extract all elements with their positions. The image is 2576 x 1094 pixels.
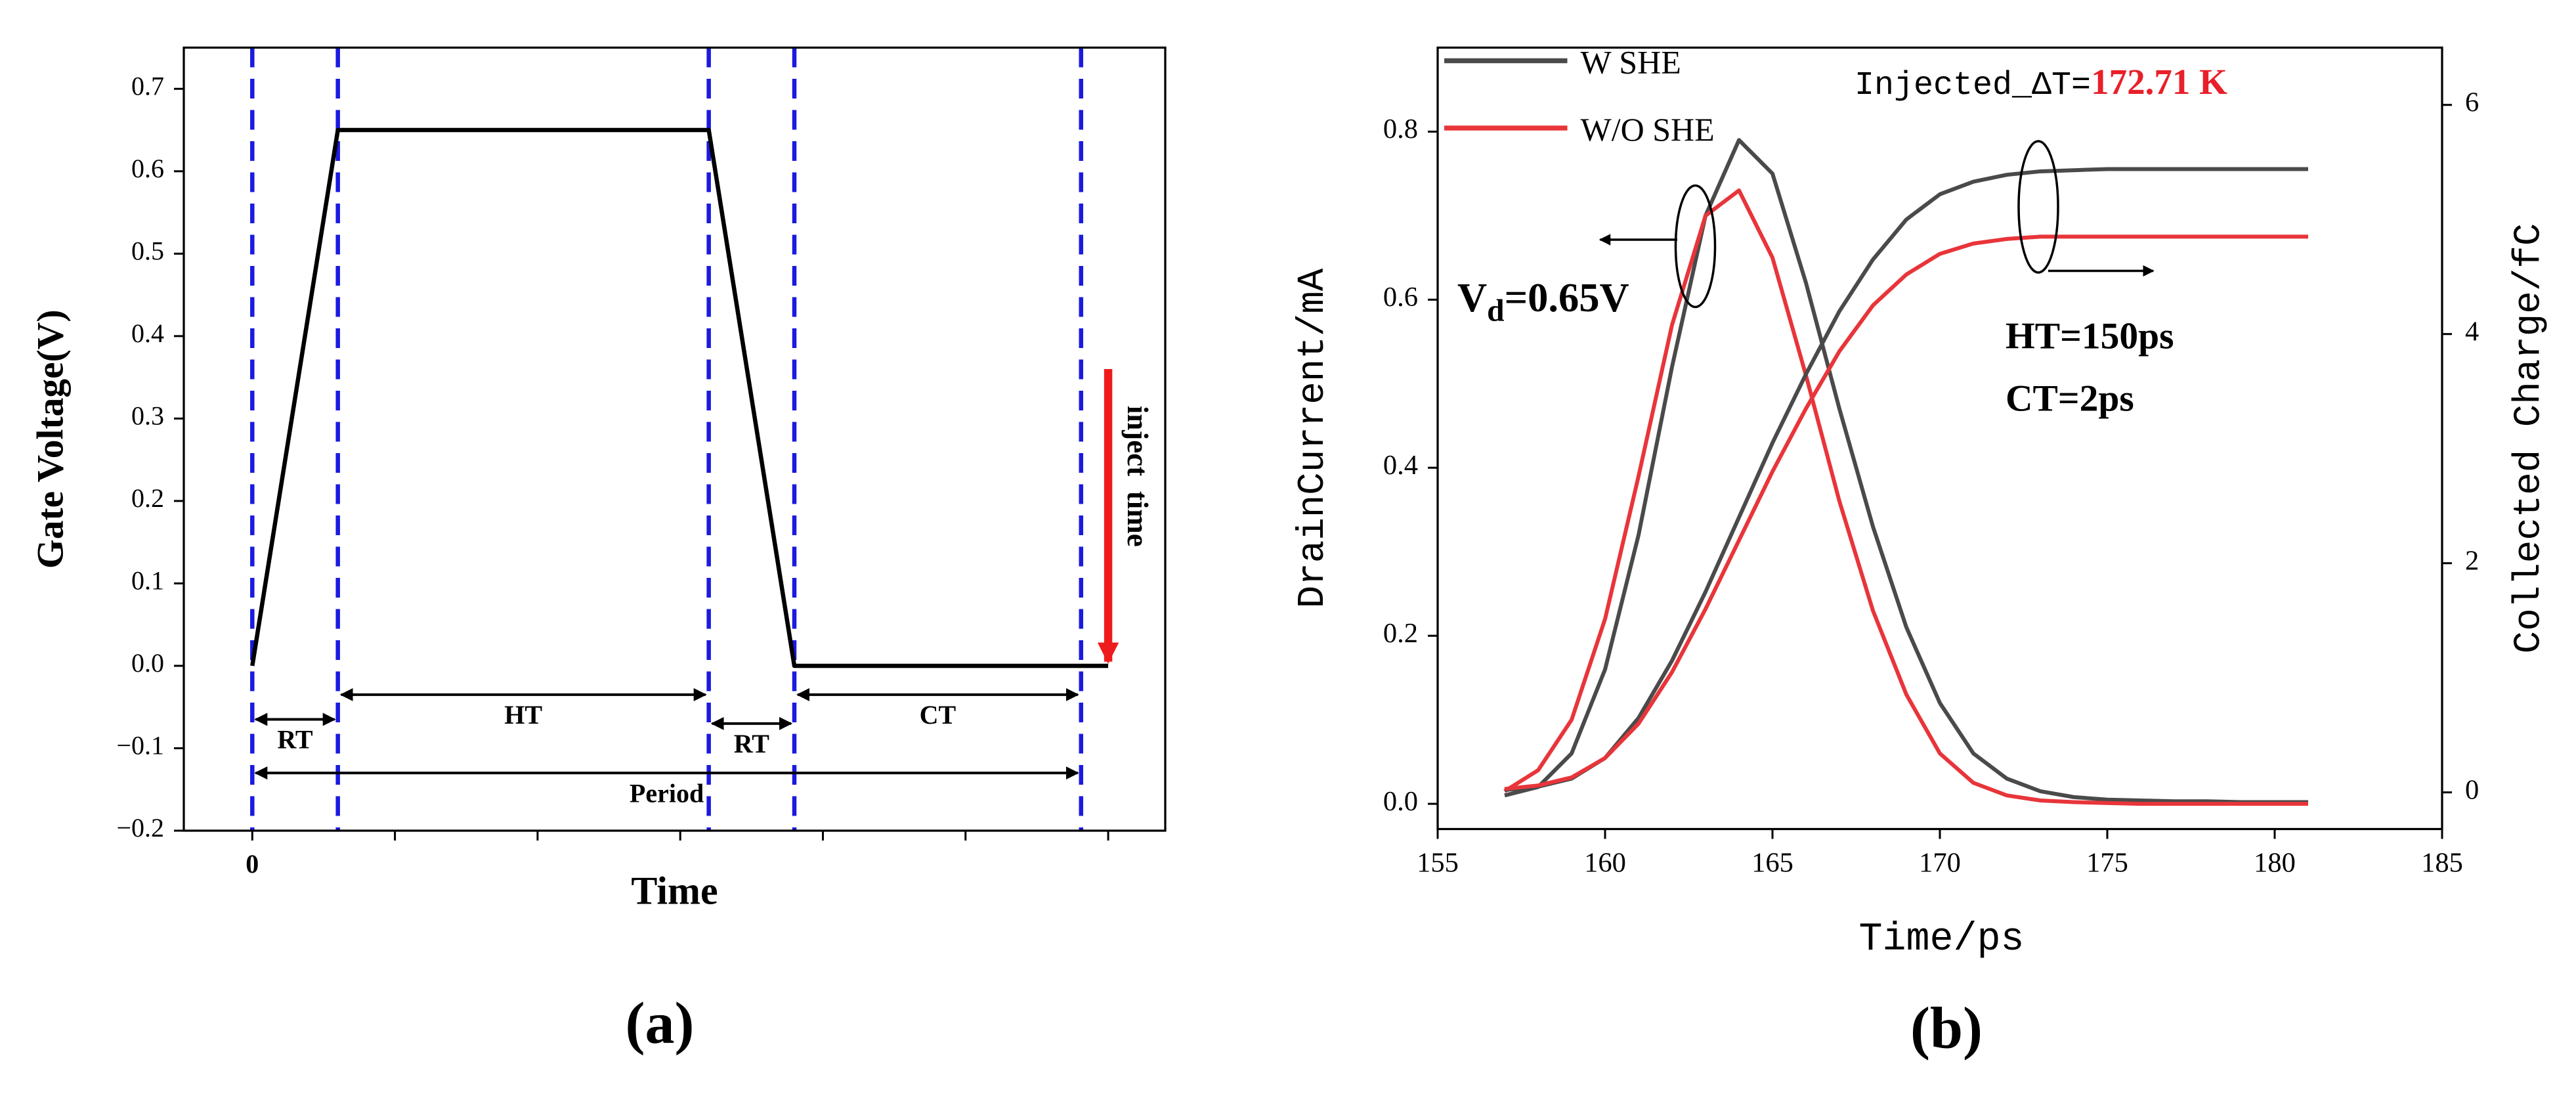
x-tick-label: 155 (1417, 847, 1459, 878)
y-tick-label: 0.7 (131, 71, 164, 100)
x-tick-label: 160 (1584, 847, 1626, 878)
x-tick-label: 165 (1751, 847, 1793, 878)
data-line (1504, 167, 2308, 793)
legend-label: W/O SHE (1581, 111, 1715, 148)
panel-label: (b) (1910, 996, 1983, 1061)
y2-axis-title: Collected Charge/fC (2508, 223, 2551, 654)
annotation: CT (920, 700, 956, 730)
annotation-text: =0.65V (1505, 274, 1629, 320)
annotation: HT (504, 700, 542, 730)
x-tick-label: 180 (2254, 847, 2296, 878)
data-line (1503, 188, 2308, 806)
ellipse (2017, 140, 2059, 274)
x-axis-title: Time (631, 869, 718, 912)
annotation-text: Injected_ΔT= (1855, 67, 2091, 104)
ellipse (1674, 184, 1717, 309)
y-tick-label: −0.2 (116, 813, 164, 842)
x-tick-label: 175 (2086, 847, 2128, 878)
y-tick-label: 0.3 (131, 401, 164, 431)
y2-tick-label: 0 (2465, 774, 2479, 805)
annotation: HT=150ps (2006, 316, 2174, 357)
annotation: RT (734, 729, 769, 758)
annotation: CT=2ps (2006, 378, 2134, 420)
y-tick-label: 0.1 (131, 566, 164, 596)
y2-tick-label: 2 (2465, 545, 2479, 576)
annotation-subscript: d (1487, 294, 1504, 328)
y-tick-label: 0.0 (1383, 786, 1418, 817)
plot-frame (182, 46, 1167, 832)
data-line (250, 127, 1109, 668)
data-line (1504, 234, 2308, 791)
annotation: RT (277, 725, 312, 755)
y2-tick-label: 6 (2465, 87, 2479, 118)
panel: 0.0 0.2 0.4 0.6 0.8 0 2 4 6 155 160 165 170 175 180 185… (1292, 43, 2550, 1061)
y-tick-label: 0.6 (1383, 282, 1418, 313)
y-tick-label: 0.4 (1383, 450, 1418, 481)
y-tick-label: 0.8 (1383, 114, 1418, 144)
legend-label: W SHE (1581, 43, 1681, 80)
y-tick-label: 0.0 (131, 648, 164, 678)
y-tick-label: 0.2 (131, 483, 164, 513)
y-axis-title: Gate Voltage(V) (30, 310, 72, 569)
y-tick-label: 0.2 (1383, 618, 1418, 649)
data-line (1504, 138, 2308, 804)
annotation: Period (630, 778, 704, 808)
annotation: Injected_ΔT=172.71 K (1855, 62, 2227, 105)
y-axis-title: DrainCurrent/mA (1292, 268, 1335, 608)
annotation: inject time (1121, 406, 1154, 547)
panel: −0.2 −0.1 0.0 0.1 0.2 0.3 0.4 0.5 0.6 0.7 0 Gate Vo… (30, 46, 1167, 1056)
y-tick-label: 0.4 (131, 318, 164, 348)
annotation-text: V (1457, 274, 1487, 320)
y-tick-label: −0.1 (116, 731, 164, 760)
x-tick-label: 185 (2421, 847, 2463, 878)
y-tick-label: 0.6 (131, 154, 164, 183)
annotation-value: 172.71 K (2091, 62, 2227, 102)
plot-frame (1436, 46, 2443, 831)
x-tick-label: 170 (1919, 847, 1961, 878)
y-tick-label: 0.5 (131, 236, 164, 265)
panel-label: (a) (626, 991, 695, 1056)
annotation: Vd=0.65V (1457, 274, 1629, 328)
x-axis-title: Time/ps (1858, 917, 2024, 962)
x-tick-label: 0 (246, 849, 259, 879)
y2-tick-label: 4 (2465, 316, 2479, 347)
